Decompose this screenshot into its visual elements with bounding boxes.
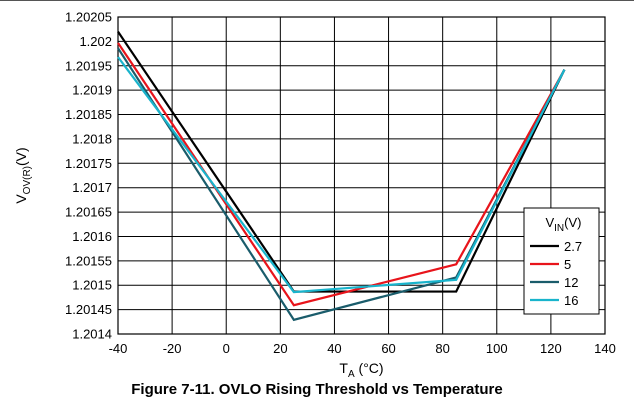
legend-label-12: 12 <box>564 275 578 290</box>
legend-title: VIN(V) <box>545 215 581 234</box>
y-tick-label: 1.2015 <box>72 278 112 293</box>
x-tick-label: 140 <box>594 341 616 356</box>
y-tick-label: 1.20175 <box>65 156 112 171</box>
x-axis-label: TA (°C) <box>339 360 383 380</box>
x-tick-label: -40 <box>109 341 128 356</box>
x-tick-label: 60 <box>381 341 395 356</box>
x-tick-label: 100 <box>486 341 508 356</box>
y-tick-label: 1.202 <box>79 34 112 49</box>
top-rule <box>0 0 634 1</box>
y-tick-label: 1.20205 <box>65 10 112 25</box>
x-tick-label: 120 <box>540 341 562 356</box>
y-tick-label: 1.20185 <box>65 107 112 122</box>
y-tick-label: 1.20145 <box>65 302 112 317</box>
x-tick-label: 20 <box>273 341 287 356</box>
figure-caption: Figure 7-11. OVLO Rising Threshold vs Te… <box>131 381 503 398</box>
series-line-2.7 <box>117 31 566 293</box>
y-tick-label: 1.2014 <box>72 327 112 342</box>
y-tick-label: 1.2019 <box>72 83 112 98</box>
x-tick-label: 40 <box>327 341 341 356</box>
legend-label-2.7: 2.7 <box>564 239 582 254</box>
legend-box <box>523 207 600 315</box>
y-tick-label: 1.2018 <box>72 131 112 146</box>
y-tick-label: 1.2017 <box>72 180 112 195</box>
ovlo-threshold-chart: -40 -20 0 20 40 60 80 100 120 140 1.2014 1.20145 1.2… <box>13 10 616 381</box>
plot-frame <box>117 16 606 335</box>
y-axis-label: VOV(R)(V) <box>13 147 33 203</box>
x-tick-label: 0 <box>223 341 230 356</box>
y-tick-label: 1.20165 <box>65 205 112 220</box>
y-tick-label: 1.2016 <box>72 229 112 244</box>
x-tick-label: 80 <box>435 341 449 356</box>
y-tick-label: 1.20195 <box>65 58 112 73</box>
y-axis-label-group: VOV(R)(V) <box>13 147 33 203</box>
legend-label-5: 5 <box>564 257 571 272</box>
series-line-16 <box>117 56 566 294</box>
x-tick-label: -20 <box>163 341 182 356</box>
legend-label-16: 16 <box>564 293 578 308</box>
y-tick-label: 1.20155 <box>65 253 112 268</box>
